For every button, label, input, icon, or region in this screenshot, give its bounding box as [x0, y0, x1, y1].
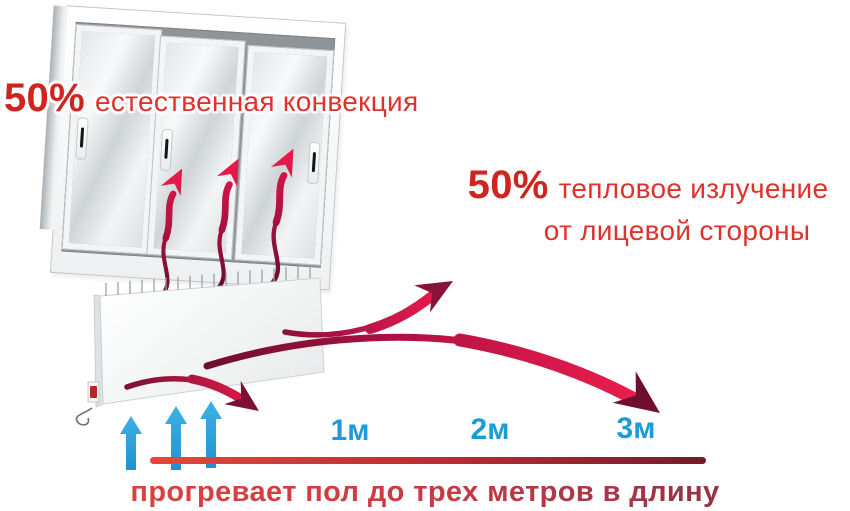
radiation-caption: 50% тепловое излучение от лицевой стороны — [450, 158, 846, 250]
convection-arrow — [160, 163, 192, 297]
convection-percent: 50% — [4, 76, 85, 120]
distance-marker-2m: 2м — [470, 413, 510, 446]
panel-mounting-ticks — [105, 265, 311, 297]
blue-up-arrow — [165, 406, 187, 470]
radiation-label1: тепловое излучение — [558, 173, 829, 204]
panel-front-face — [99, 277, 325, 405]
blue-up-arrow — [120, 416, 142, 470]
radiation-percent: 50% — [467, 163, 549, 207]
distance-marker-1m: 1м — [330, 414, 370, 447]
radiation-arrow-floor — [124, 374, 268, 423]
convection-arrow — [270, 143, 304, 285]
convection-arrow — [216, 153, 249, 290]
panel-power-cord — [75, 407, 93, 426]
footer-caption: прогревает пол до трех метров в длину — [0, 476, 850, 509]
convection-caption: 50% естественная конвекция — [4, 76, 418, 121]
convection-label: естественная конвекция — [94, 86, 419, 117]
radiation-arrow-upper — [282, 267, 461, 338]
radiation-line2: от лицевой стороны — [543, 215, 811, 246]
radiation-arrow-long — [203, 333, 672, 429]
floor-scale-line — [150, 457, 706, 464]
radiation-line1: 50% тепловое излучение — [450, 158, 846, 212]
heating-panel — [75, 265, 325, 426]
blue-up-arrow — [200, 401, 222, 468]
cool-air-arrows — [120, 401, 222, 470]
convection-arrows — [160, 143, 304, 297]
panel-power-switch — [90, 386, 97, 398]
distance-marker-3m: 3м — [616, 412, 656, 445]
